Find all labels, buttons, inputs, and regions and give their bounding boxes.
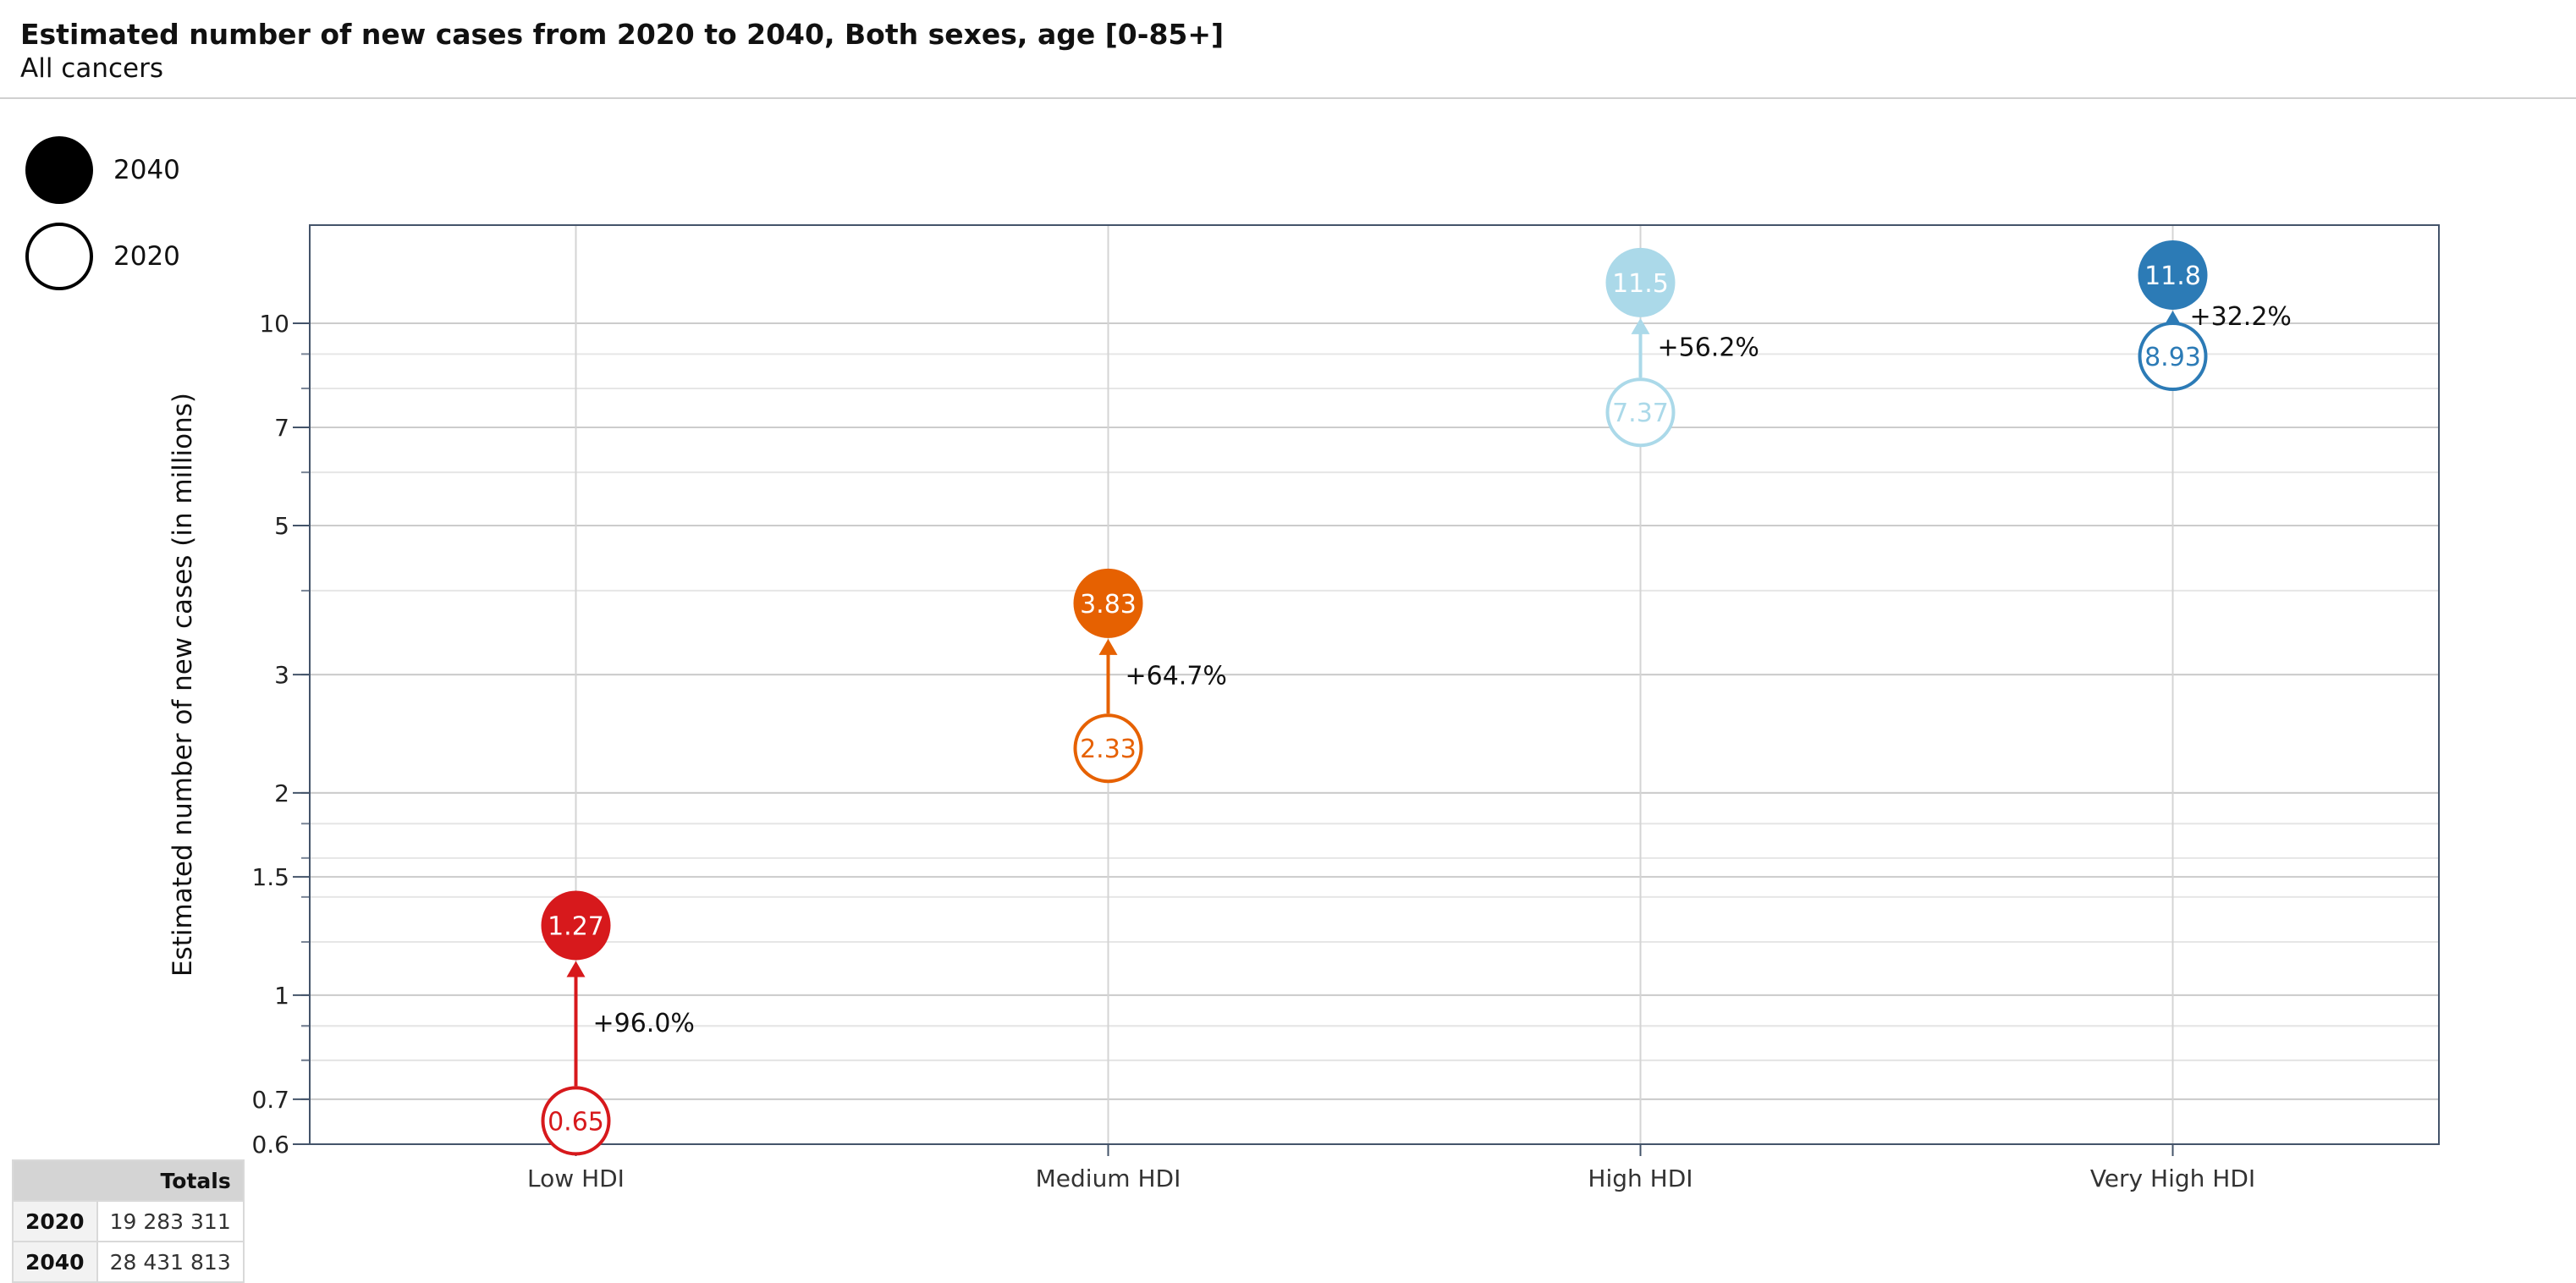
y-tick-label: 10 [259,310,289,338]
header-divider [0,97,2576,99]
point-2020 [1605,377,1676,448]
change-arrow-head [1631,317,1650,334]
totals-table: Totals 2020 19 283 311 2040 28 431 813 [12,1159,245,1283]
chart-header: Estimated number of new cases from 2020 … [20,17,1224,85]
change-arrow-head [1098,638,1118,655]
data-label-2020: 7.37 [1612,399,1669,428]
data-label-2040: 1.27 [548,911,604,941]
totals-header: Totals [12,1159,245,1202]
x-tick-label: Low HDI [527,1165,625,1192]
data-label-2020: 2.33 [1080,735,1137,764]
legend-label-2020: 2020 [113,241,180,272]
totals-row-2040: 2040 28 431 813 [12,1241,245,1283]
legend-filled-circle-icon [25,136,93,204]
legend-hollow-circle-icon [25,223,93,290]
change-label: +32.2% [2190,302,2292,332]
data-label-2040: 11.5 [1612,269,1669,299]
y-tick-label: 0.6 [251,1131,289,1159]
change-label: +64.7% [1126,662,1227,691]
y-tick-label: 3 [274,661,289,689]
legend-item-2020[interactable]: 2020 [25,213,180,300]
point-2040 [1605,247,1676,317]
point-2020 [541,1086,611,1156]
totals-value: 19 283 311 [96,1200,245,1242]
chart-subtitle: All cancers [20,53,163,84]
data-label-2020: 8.93 [2144,343,2201,372]
totals-year: 2020 [12,1200,98,1242]
y-tick-label: 0.7 [251,1086,289,1114]
legend-item-2040[interactable]: 2040 [25,127,180,213]
y-axis-label: Estimated number of new cases (in millio… [168,393,198,977]
y-tick-label: 1 [274,982,289,1010]
point-2020 [1073,713,1143,784]
y-tick-label: 1.5 [251,863,289,891]
point-2040 [1073,568,1143,638]
data-label-2040: 3.83 [1080,590,1137,619]
y-tick-label: 7 [274,414,289,442]
data-label-2040: 11.8 [2144,262,2201,291]
change-arrow-head [566,961,586,977]
y-tick-label: 5 [274,512,289,540]
totals-year: 2040 [12,1241,98,1283]
totals-value: 28 431 813 [96,1241,245,1283]
data-label-2020: 0.65 [548,1107,604,1137]
point-2020 [2138,322,2208,392]
x-tick-label: High HDI [1588,1165,1693,1192]
change-label: +56.2% [1658,333,1759,363]
point-2040 [2138,240,2208,310]
totals-row-2020: 2020 19 283 311 [12,1200,245,1242]
totals-header-row: Totals [12,1159,245,1202]
x-tick-label: Very High HDI [2090,1165,2255,1192]
legend-label-2040: 2040 [113,155,180,185]
point-2040 [541,890,611,961]
plot-frame [309,224,2440,1145]
change-label: +96.0% [593,1009,695,1038]
chart-title: Estimated number of new cases from 2020 … [20,18,1225,51]
y-tick-label: 2 [274,779,289,807]
legend: 2040 2020 [25,127,180,300]
x-tick-label: Medium HDI [1036,1165,1181,1192]
